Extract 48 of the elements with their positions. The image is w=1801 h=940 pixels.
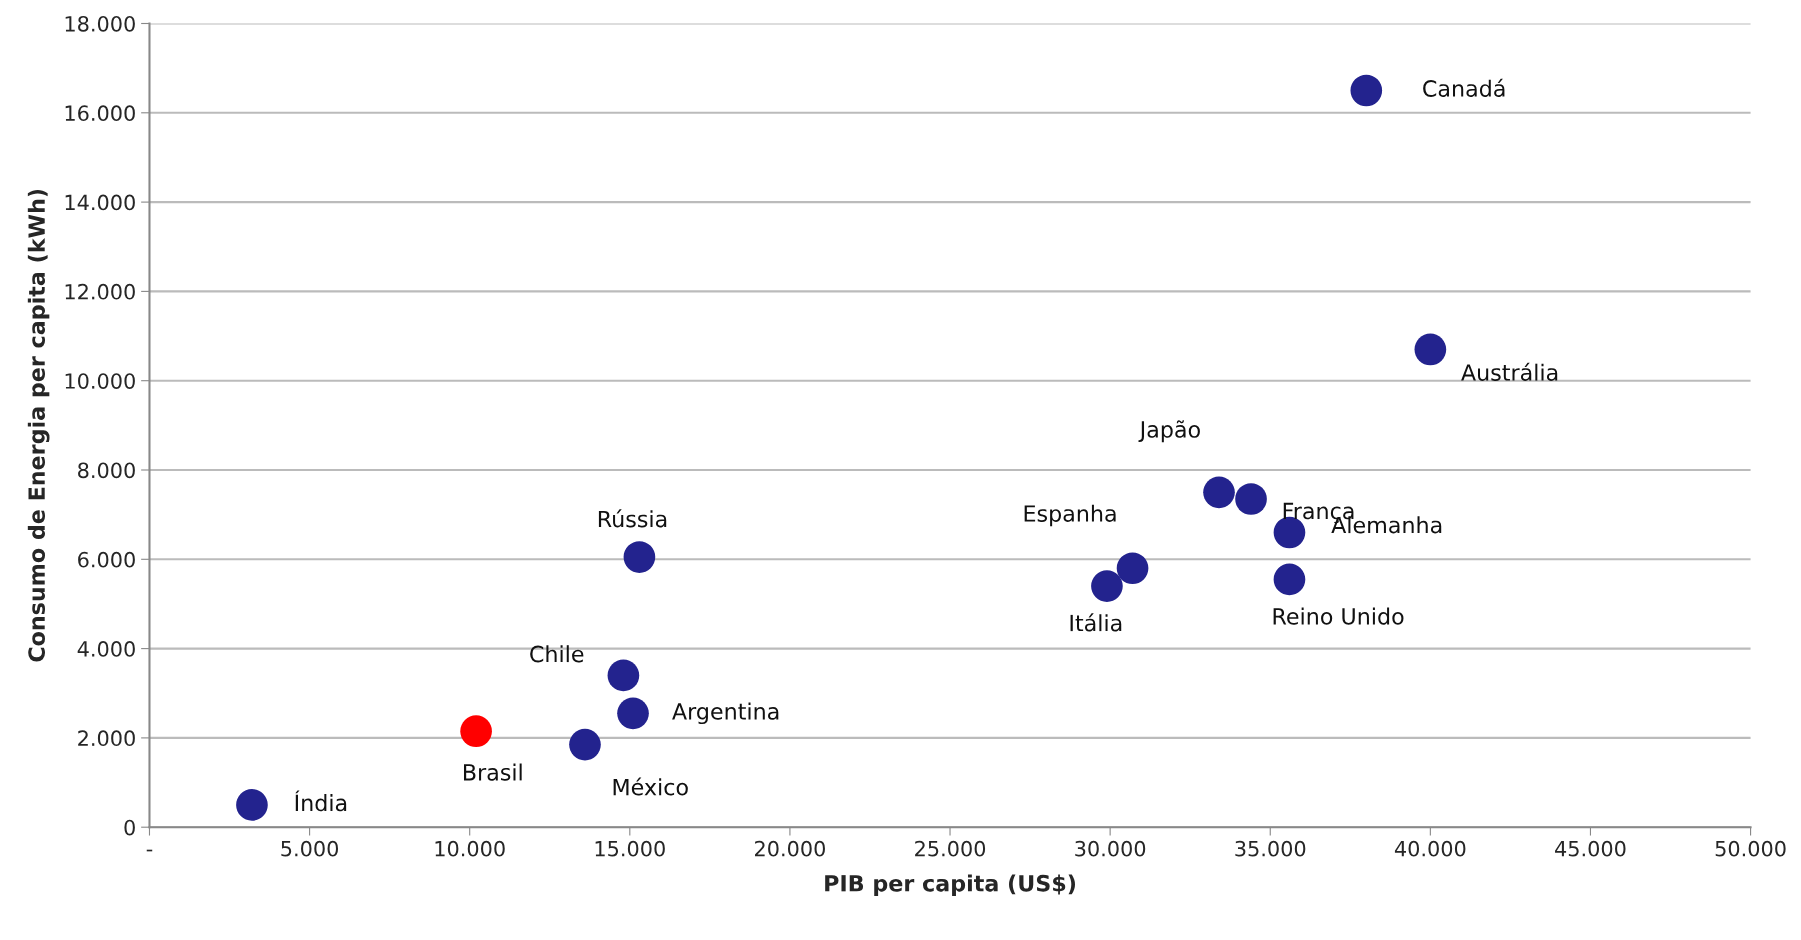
point [1116,552,1149,585]
point [1203,476,1235,509]
x-tick-label: 5.000 [281,840,339,857]
point [1273,563,1306,596]
x-tick-label: 35.000 [1235,840,1306,857]
x-tick-label: 20.000 [755,840,825,857]
point [1350,74,1383,107]
x-tick-label: 30.000 [1075,840,1146,857]
annotation: Austrália [1461,362,1558,381]
y-tick-label: 0 [124,819,135,836]
x-tick-label: 25.000 [915,840,986,857]
point [460,715,492,748]
annotation: Argentina [672,702,779,725]
x-axis-title: PIB per capita (US$) [825,874,1076,896]
y-tick-label: 2.000 [78,730,135,747]
y-tick-label: 6.000 [78,551,135,568]
point [623,541,656,573]
y-tick-label: 12.000 [65,283,135,300]
x-tick-label: 10.000 [435,840,505,857]
point [1414,333,1447,366]
point [569,728,601,761]
y-tick-label: 4.000 [77,641,135,657]
y-tick-label: 18.000 [65,15,135,32]
y-tick-label: 10.000 [65,373,135,389]
point [1235,483,1267,515]
annotation: Reino Unido [1273,607,1404,625]
y-tick-label: 14.000 [65,194,135,211]
x-tick-label: 45.000 [1555,840,1626,857]
point [236,789,268,821]
x-tick-label: 40.000 [1394,840,1466,857]
point [607,659,640,692]
annotation: Brasil [463,763,522,781]
annotation: Canadá [1423,78,1505,97]
y-axis-title: Consumo de Energia per capita (kWh) [27,189,50,662]
annotation: Chile [530,645,584,663]
point [617,697,649,730]
annotation: México [613,777,688,796]
annotation: Japão [1138,420,1200,443]
y-tick-label: 16.000 [65,105,135,122]
point [1091,570,1123,602]
x-tick-label: 50.000 [1715,840,1786,857]
annotation: Espanha [1024,504,1116,527]
annotation: Índia [295,790,347,812]
x-tick-label: - [146,849,153,852]
annotation: Rússia [598,509,667,528]
y-tick-label: 8.000 [78,462,135,479]
annotation: Itália [1070,613,1122,632]
x-tick-label: 15.000 [595,840,665,857]
